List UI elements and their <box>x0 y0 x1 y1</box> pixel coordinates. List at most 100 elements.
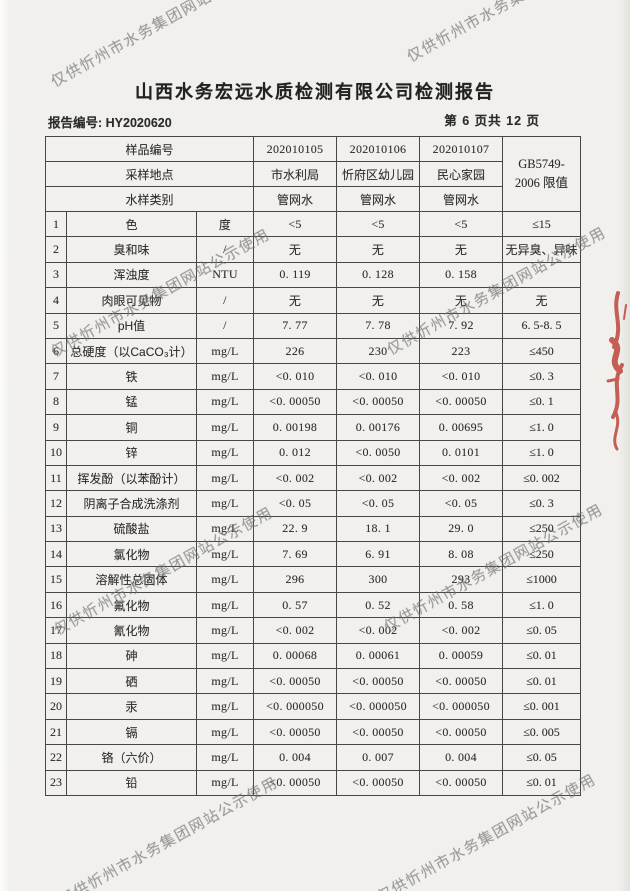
table-row: 8 锰 mg/L <0. 00050 <0. 00050 <0. 00050 ≤0. 1 <box>45 388 581 416</box>
value-sample-2: 6. 91 <box>336 541 420 568</box>
unit: mg/L <box>196 464 254 492</box>
report-number: 报告编号: HY2020620 <box>48 112 172 131</box>
row-number: 16 <box>45 591 67 619</box>
scan-edge-right <box>618 0 630 891</box>
value-sample-3: <0. 010 <box>419 363 503 390</box>
parameter-name: 铅 <box>66 769 197 796</box>
water-quality-table: 样品编号 202010105 202010106 202010107 GB574… <box>45 136 581 796</box>
header-row-sample-no: 样品编号 202010105 202010106 202010107 GB574… <box>45 136 581 212</box>
table-row: 9 铜 mg/L 0. 00198 0. 00176 0. 00695 ≤1. 0 <box>45 414 581 441</box>
row-number: 22 <box>45 744 67 771</box>
value-sample-1: 22. 9 <box>253 515 337 543</box>
limit-header-cell: GB5749- 2006 限值 <box>502 136 581 212</box>
unit: mg/L <box>196 591 254 619</box>
limit-value: ≤0. 01 <box>502 668 581 695</box>
unit: mg/L <box>196 541 254 568</box>
row-number: 1 <box>45 210 67 238</box>
limit-value: ≤1. 0 <box>502 591 581 619</box>
value-sample-1: 0. 00198 <box>253 414 337 441</box>
table-row: 3 浑浊度 NTU 0. 119 0. 128 0. 158 <box>45 261 581 289</box>
value-sample-3: <0. 00050 <box>419 388 503 416</box>
unit: mg/L <box>196 337 254 365</box>
unit: mg/L <box>196 642 254 670</box>
value-sample-1: 0. 012 <box>253 439 337 466</box>
value-sample-1: 无 <box>253 236 337 263</box>
value-sample-2: 230 <box>336 337 420 365</box>
value-sample-1: 0. 57 <box>253 591 337 619</box>
row-number: 6 <box>45 337 67 365</box>
value-sample-2: <0. 00050 <box>336 769 420 796</box>
value-sample-3: <0. 05 <box>419 490 503 517</box>
parameter-name: 浑浊度 <box>66 261 197 289</box>
table-row: 18 砷 mg/L 0. 00068 0. 00061 0. 00059 ≤0. 01 <box>45 642 581 670</box>
unit: 度 <box>196 210 254 238</box>
value-sample-1: <0. 000050 <box>253 693 337 720</box>
value-sample-1: <0. 00050 <box>253 769 337 796</box>
row-number: 12 <box>45 490 67 517</box>
limit-value: 无异臭、异味 <box>502 236 581 263</box>
limit-value: ≤1. 0 <box>502 439 581 466</box>
value-sample-3: 0. 00059 <box>419 642 503 670</box>
parameter-name: 铬（六价） <box>66 744 197 771</box>
row-number: 14 <box>45 541 67 568</box>
unit: mg/L <box>196 515 254 543</box>
table-row: 15 溶解性总固体 mg/L 296 300 293 ≤1000 <box>45 566 581 593</box>
value-sample-3: 无 <box>419 236 503 263</box>
unit: / <box>196 236 254 263</box>
value-sample-3: 8. 08 <box>419 541 503 568</box>
unit: / <box>196 312 254 339</box>
unit: mg/L <box>196 414 254 441</box>
table-row: 13 硫酸盐 mg/L 22. 9 18. 1 29. 0 ≤250 <box>45 515 581 543</box>
unit: mg/L <box>196 566 254 593</box>
sample-type-2: 管网水 <box>336 186 420 212</box>
limit-value: ≤0. 01 <box>502 642 581 670</box>
value-sample-2: <0. 002 <box>336 464 420 492</box>
row-number: 5 <box>45 312 67 339</box>
value-sample-1: <0. 05 <box>253 490 337 517</box>
row-number: 7 <box>45 363 67 390</box>
value-sample-1: 0. 004 <box>253 744 337 771</box>
parameter-name: 阴离子合成洗涤剂 <box>66 490 197 517</box>
location-3: 民心家园 <box>419 161 503 187</box>
value-sample-2: 0. 00176 <box>336 414 420 441</box>
parameter-name: 汞 <box>66 693 197 720</box>
limit-value: ≤0. 001 <box>502 693 581 720</box>
limit-value: ≤0. 01 <box>502 769 581 796</box>
report-number-value: HY2020620 <box>105 116 172 130</box>
row-number: 20 <box>45 693 67 720</box>
value-sample-1: 296 <box>253 566 337 593</box>
table-row: 17 氰化物 mg/L <0. 002 <0. 002 <0. 002 ≤0. 05 <box>45 617 581 644</box>
value-sample-1: <0. 00050 <box>253 718 337 746</box>
sample-type-label: 水样类别 <box>45 186 254 212</box>
parameter-name: 挥发酚（以苯酚计） <box>66 464 197 492</box>
sample-no-1: 202010105 <box>253 136 337 162</box>
value-sample-1: <0. 00050 <box>253 388 337 416</box>
parameter-name: 锰 <box>66 388 197 416</box>
parameter-name: 硒 <box>66 668 197 695</box>
unit: mg/L <box>196 718 254 746</box>
parameter-name: 氟化物 <box>66 591 197 619</box>
scan-edge-left <box>0 0 10 891</box>
value-sample-1: 0. 119 <box>253 261 337 289</box>
unit: mg/L <box>196 668 254 695</box>
parameter-name: 镉 <box>66 718 197 746</box>
value-sample-1: 0. 00068 <box>253 642 337 670</box>
table-row: 5 pH值/7. 77 7. 78 7. 92 6. 5-8. 5 <box>45 312 581 339</box>
unit: mg/L <box>196 388 254 416</box>
limit-value: ≤250 <box>502 515 581 543</box>
table-row: 11 挥发酚（以苯酚计） mg/L <0. 002 <0. 002 <0. 002 ≤0. … <box>45 464 581 492</box>
value-sample-2: <0. 00050 <box>336 668 420 695</box>
value-sample-1: 7. 69 <box>253 541 337 568</box>
value-sample-3: <0. 00050 <box>419 769 503 796</box>
limit-value: ≤0. 3 <box>502 490 581 517</box>
page-title: 山西水务宏远水质检测有限公司检测报告 <box>135 82 495 102</box>
unit: mg/L <box>196 439 254 466</box>
row-number: 15 <box>45 566 67 593</box>
value-sample-3: 0. 0101 <box>419 439 503 466</box>
watermark-text: 仅供忻州市水务集团网站公示使用 <box>403 0 630 67</box>
parameter-name: 溶解性总固体 <box>66 566 197 593</box>
value-sample-3: 7. 92 <box>419 312 503 339</box>
value-sample-1: <0. 00050 <box>253 668 337 695</box>
limit-value: ≤0. 005 <box>502 718 581 746</box>
limit-value: ≤0. 3 <box>502 363 581 390</box>
